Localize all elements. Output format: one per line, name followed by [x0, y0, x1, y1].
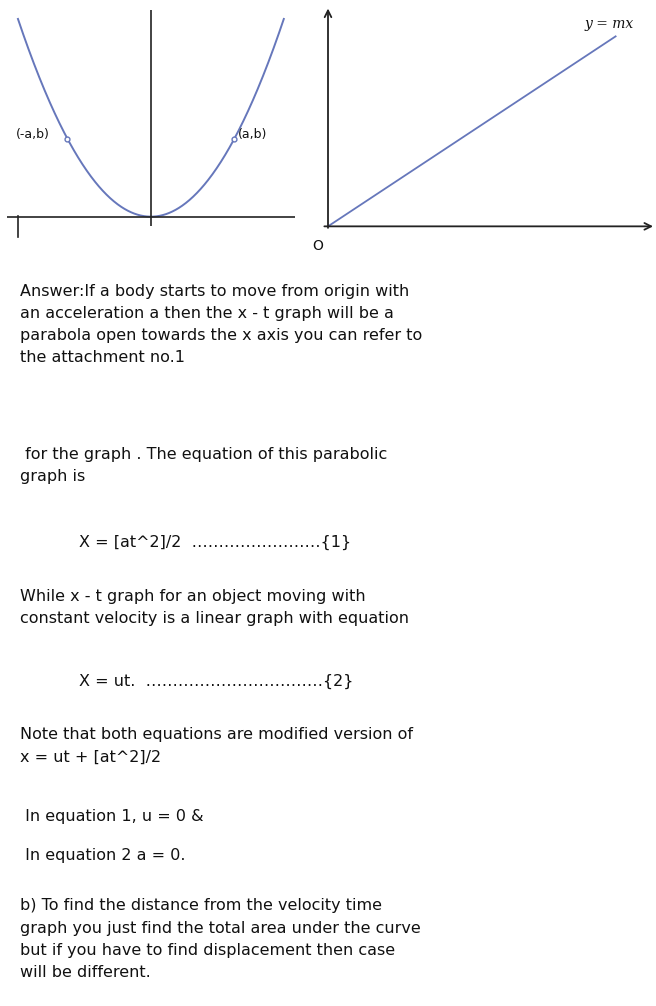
Text: Note that both equations are modified version of
x = ut + [at^2]/2: Note that both equations are modified ve…	[20, 727, 413, 765]
Text: X = [at^2]/2  ……………………{1}: X = [at^2]/2 ……………………{1}	[79, 535, 351, 550]
Text: X = ut.  ……………………………{2}: X = ut. ……………………………{2}	[79, 674, 353, 689]
Text: Answer:If a body starts to move from origin with
an acceleration a then the x - : Answer:If a body starts to move from ori…	[20, 284, 422, 365]
Text: b) To find the distance from the velocity time
graph you just find the total are: b) To find the distance from the velocit…	[20, 898, 420, 980]
Text: (-a,b): (-a,b)	[16, 128, 50, 141]
Text: for the graph . The equation of this parabolic
graph is: for the graph . The equation of this par…	[20, 447, 387, 484]
Text: y = mx: y = mx	[584, 16, 633, 30]
Text: In equation 1, u = 0 &: In equation 1, u = 0 &	[20, 809, 203, 824]
Text: While x - t graph for an object moving with
constant velocity is a linear graph : While x - t graph for an object moving w…	[20, 589, 409, 626]
Text: (a,b): (a,b)	[237, 128, 267, 141]
Text: In equation 2 a = 0.: In equation 2 a = 0.	[20, 848, 185, 863]
Text: O: O	[312, 239, 323, 254]
